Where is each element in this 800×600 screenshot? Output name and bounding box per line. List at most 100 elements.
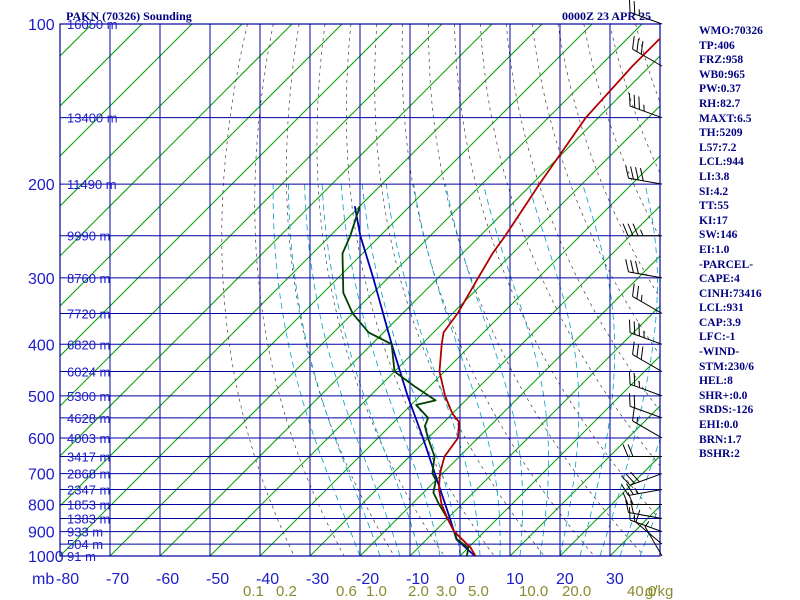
index-value: SI:4.2 (699, 185, 729, 198)
index-value: TT:55 (699, 200, 729, 213)
wind-barb-flag (636, 416, 639, 424)
height-label: 1853 m (67, 497, 110, 512)
height-label: 91 m (67, 549, 96, 564)
isotherm-line (60, 24, 293, 257)
moist-adiabat-line (579, 183, 616, 556)
station-title: PAKN (70326) Sounding (66, 9, 192, 23)
wind-barb-staff (632, 420, 663, 439)
pressure-label: 600 (28, 431, 55, 448)
isotherm-line (60, 24, 493, 457)
sounding-profiles (341, 37, 660, 556)
height-label: 1383 m (67, 511, 110, 526)
pressure-temperature-grid (59, 23, 661, 557)
wind-barb-flag (625, 165, 630, 179)
wind-barb (622, 444, 662, 457)
temperature-tick-label: -80 (56, 571, 79, 588)
wind-barb-staff (629, 405, 663, 419)
wind-barb-flag (625, 259, 630, 273)
temperature-tick-label: -70 (106, 571, 129, 588)
height-label: 8760 m (67, 271, 110, 286)
index-value: WMO:70326 (699, 25, 763, 37)
isotherm-lines (60, 24, 660, 556)
index-value: SW:146 (699, 229, 738, 242)
wind-barb (635, 509, 663, 545)
wind-barb (628, 393, 663, 419)
wind-barb-staff (628, 177, 663, 185)
index-value: CAPE:4 (699, 273, 740, 286)
isotherm-line (459, 355, 660, 556)
moist-adiabat-line (272, 184, 361, 556)
height-label: 13400 m (67, 111, 118, 126)
temperature-tick-label: -60 (156, 571, 179, 588)
wind-barbs (620, 0, 663, 557)
wind-barb-flag (628, 0, 631, 13)
temperature-line (438, 37, 660, 556)
isotherm-line (60, 24, 243, 207)
index-value: PW:0.37 (699, 83, 741, 96)
isotherm-line (60, 24, 343, 307)
height-label: 504 m (67, 537, 103, 552)
wind-barb (632, 283, 663, 314)
wind-barb-flag (625, 473, 636, 484)
wind-barb-flag (622, 444, 629, 457)
wind-barb-flag (630, 259, 634, 273)
wind-barb (622, 492, 662, 505)
wind-barb-staff (629, 332, 663, 345)
wind-barb-flag (632, 36, 635, 50)
wind-barb (632, 36, 663, 67)
wind-barb-staff (629, 473, 663, 486)
wind-barb (628, 0, 663, 25)
index-value: CINH:73416 (699, 287, 762, 300)
isotherm-line (409, 305, 660, 556)
index-value: TH:5209 (699, 127, 743, 140)
wind-barb-flag (635, 509, 641, 523)
mixing-ratio-label: 5.0 (468, 583, 489, 600)
wind-barb-flag (622, 492, 629, 505)
wind-barb-flag (638, 323, 640, 337)
index-value: BSHR:2 (699, 448, 740, 461)
wind-barb-flag (628, 319, 631, 333)
temperature-tick-label: 20 (556, 571, 574, 588)
wind-barb (625, 499, 663, 519)
wind-barb-flag (640, 346, 644, 360)
wind-barb-staff (629, 519, 663, 533)
wind-barb (632, 341, 663, 372)
wind-barb-flag (622, 223, 629, 236)
temperature-tick-label: -10 (406, 571, 429, 588)
isotherm-line (509, 405, 660, 556)
wind-barb-flag (633, 1, 636, 15)
pressure-label: 1000 (28, 549, 64, 566)
pressure-label: 900 (28, 525, 55, 542)
mixing-ratio-label: g/kg (645, 583, 673, 600)
wind-barb-flag (630, 500, 634, 514)
wind-barb-flag (636, 38, 640, 52)
temperature-tick-label: 10 (506, 571, 524, 588)
moist-adiabat-line (599, 184, 658, 556)
wind-barb-flag (630, 471, 640, 483)
index-value: EHI:0.0 (699, 419, 739, 432)
wind-barb-flag (635, 260, 639, 274)
index-value: -WIND- (699, 346, 740, 359)
wind-barb-staff (632, 48, 663, 67)
wind-barb (632, 408, 663, 439)
wind-barb (622, 223, 662, 237)
mixing-ratio-label: 40.0 (627, 583, 656, 600)
index-value: SHR+:0.0 (699, 389, 748, 402)
index-value: CAP:3.9 (699, 316, 741, 329)
isotherm-line (60, 24, 543, 507)
temperature-tick-label: 0 (456, 571, 465, 588)
height-label: 11490 m (67, 177, 117, 192)
dry-adiabat-line (316, 24, 445, 556)
height-label: 7720 m (67, 306, 110, 321)
wind-barb-staff (628, 271, 663, 279)
isotherm-line (60, 24, 443, 407)
index-value: WB0:965 (699, 68, 745, 81)
index-value: TP:406 (699, 39, 735, 52)
wind-barb-flag (627, 492, 634, 505)
isotherm-line (60, 24, 393, 357)
height-label: 6024 m (67, 365, 110, 380)
wind-barb-staff (632, 296, 663, 314)
wind-barb-flag (627, 444, 634, 457)
